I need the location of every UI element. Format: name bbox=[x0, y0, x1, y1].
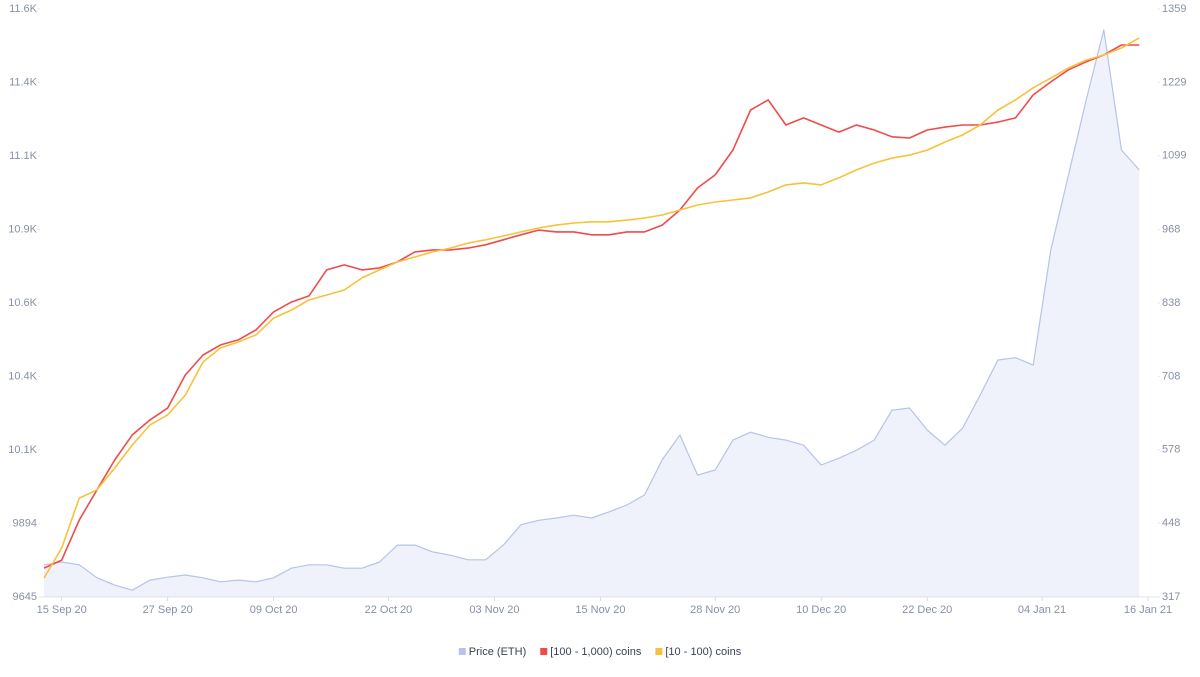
y-tick-label: 9894 bbox=[13, 517, 37, 529]
y-tick-label: 11.6K bbox=[9, 3, 38, 15]
y-tick-label: 10.9K bbox=[8, 223, 37, 235]
legend-swatch[interactable] bbox=[540, 648, 548, 655]
y2-tick-label: 1229 bbox=[1162, 76, 1186, 88]
y2-tick-label: 317 bbox=[1162, 591, 1180, 603]
legend-label[interactable]: [100 - 1,000) coins bbox=[550, 646, 642, 658]
y2-tick-label: 1359 bbox=[1162, 3, 1186, 15]
x-tick-label: 09 Oct 20 bbox=[250, 604, 298, 616]
series-line bbox=[43, 44, 1140, 569]
y-tick-label: 10.4K bbox=[8, 370, 37, 382]
legend-swatch[interactable] bbox=[655, 648, 663, 655]
x-tick-label: 10 Dec 20 bbox=[796, 604, 846, 616]
y-tick-label: 11.1K bbox=[9, 150, 38, 162]
y-tick-label: 10.1K bbox=[8, 444, 37, 456]
y-tick-label: 9645 bbox=[13, 591, 37, 603]
x-tick-label: 22 Oct 20 bbox=[365, 604, 413, 616]
legend-swatch[interactable] bbox=[458, 648, 466, 655]
x-tick-label: 22 Dec 20 bbox=[902, 604, 952, 616]
x-tick-label: 15 Nov 20 bbox=[575, 604, 625, 616]
y2-tick-label: 708 bbox=[1162, 370, 1180, 382]
y2-tick-label: 968 bbox=[1162, 224, 1180, 236]
series-line bbox=[43, 37, 1140, 579]
y2-tick-label: 1099 bbox=[1162, 150, 1186, 162]
legend-label[interactable]: Price (ETH) bbox=[469, 646, 526, 658]
x-tick-label: 15 Sep 20 bbox=[37, 604, 87, 616]
x-tick-label: 16 Jan 21 bbox=[1124, 604, 1172, 616]
y2-tick-label: 578 bbox=[1162, 444, 1180, 456]
y-tick-label: 10.6K bbox=[8, 297, 37, 309]
x-tick-label: 04 Jan 21 bbox=[1018, 604, 1066, 616]
x-tick-label: 03 Nov 20 bbox=[469, 604, 519, 616]
legend-label[interactable]: [10 - 100) coins bbox=[665, 646, 741, 658]
series-line bbox=[43, 29, 1140, 591]
y-tick-label: 11.4K bbox=[9, 76, 38, 88]
price-area bbox=[44, 29, 1140, 597]
y2-tick-label: 838 bbox=[1162, 297, 1180, 309]
x-tick-label: 28 Nov 20 bbox=[690, 604, 740, 616]
x-tick-label: 27 Sep 20 bbox=[143, 604, 193, 616]
y2-tick-label: 448 bbox=[1162, 517, 1180, 529]
